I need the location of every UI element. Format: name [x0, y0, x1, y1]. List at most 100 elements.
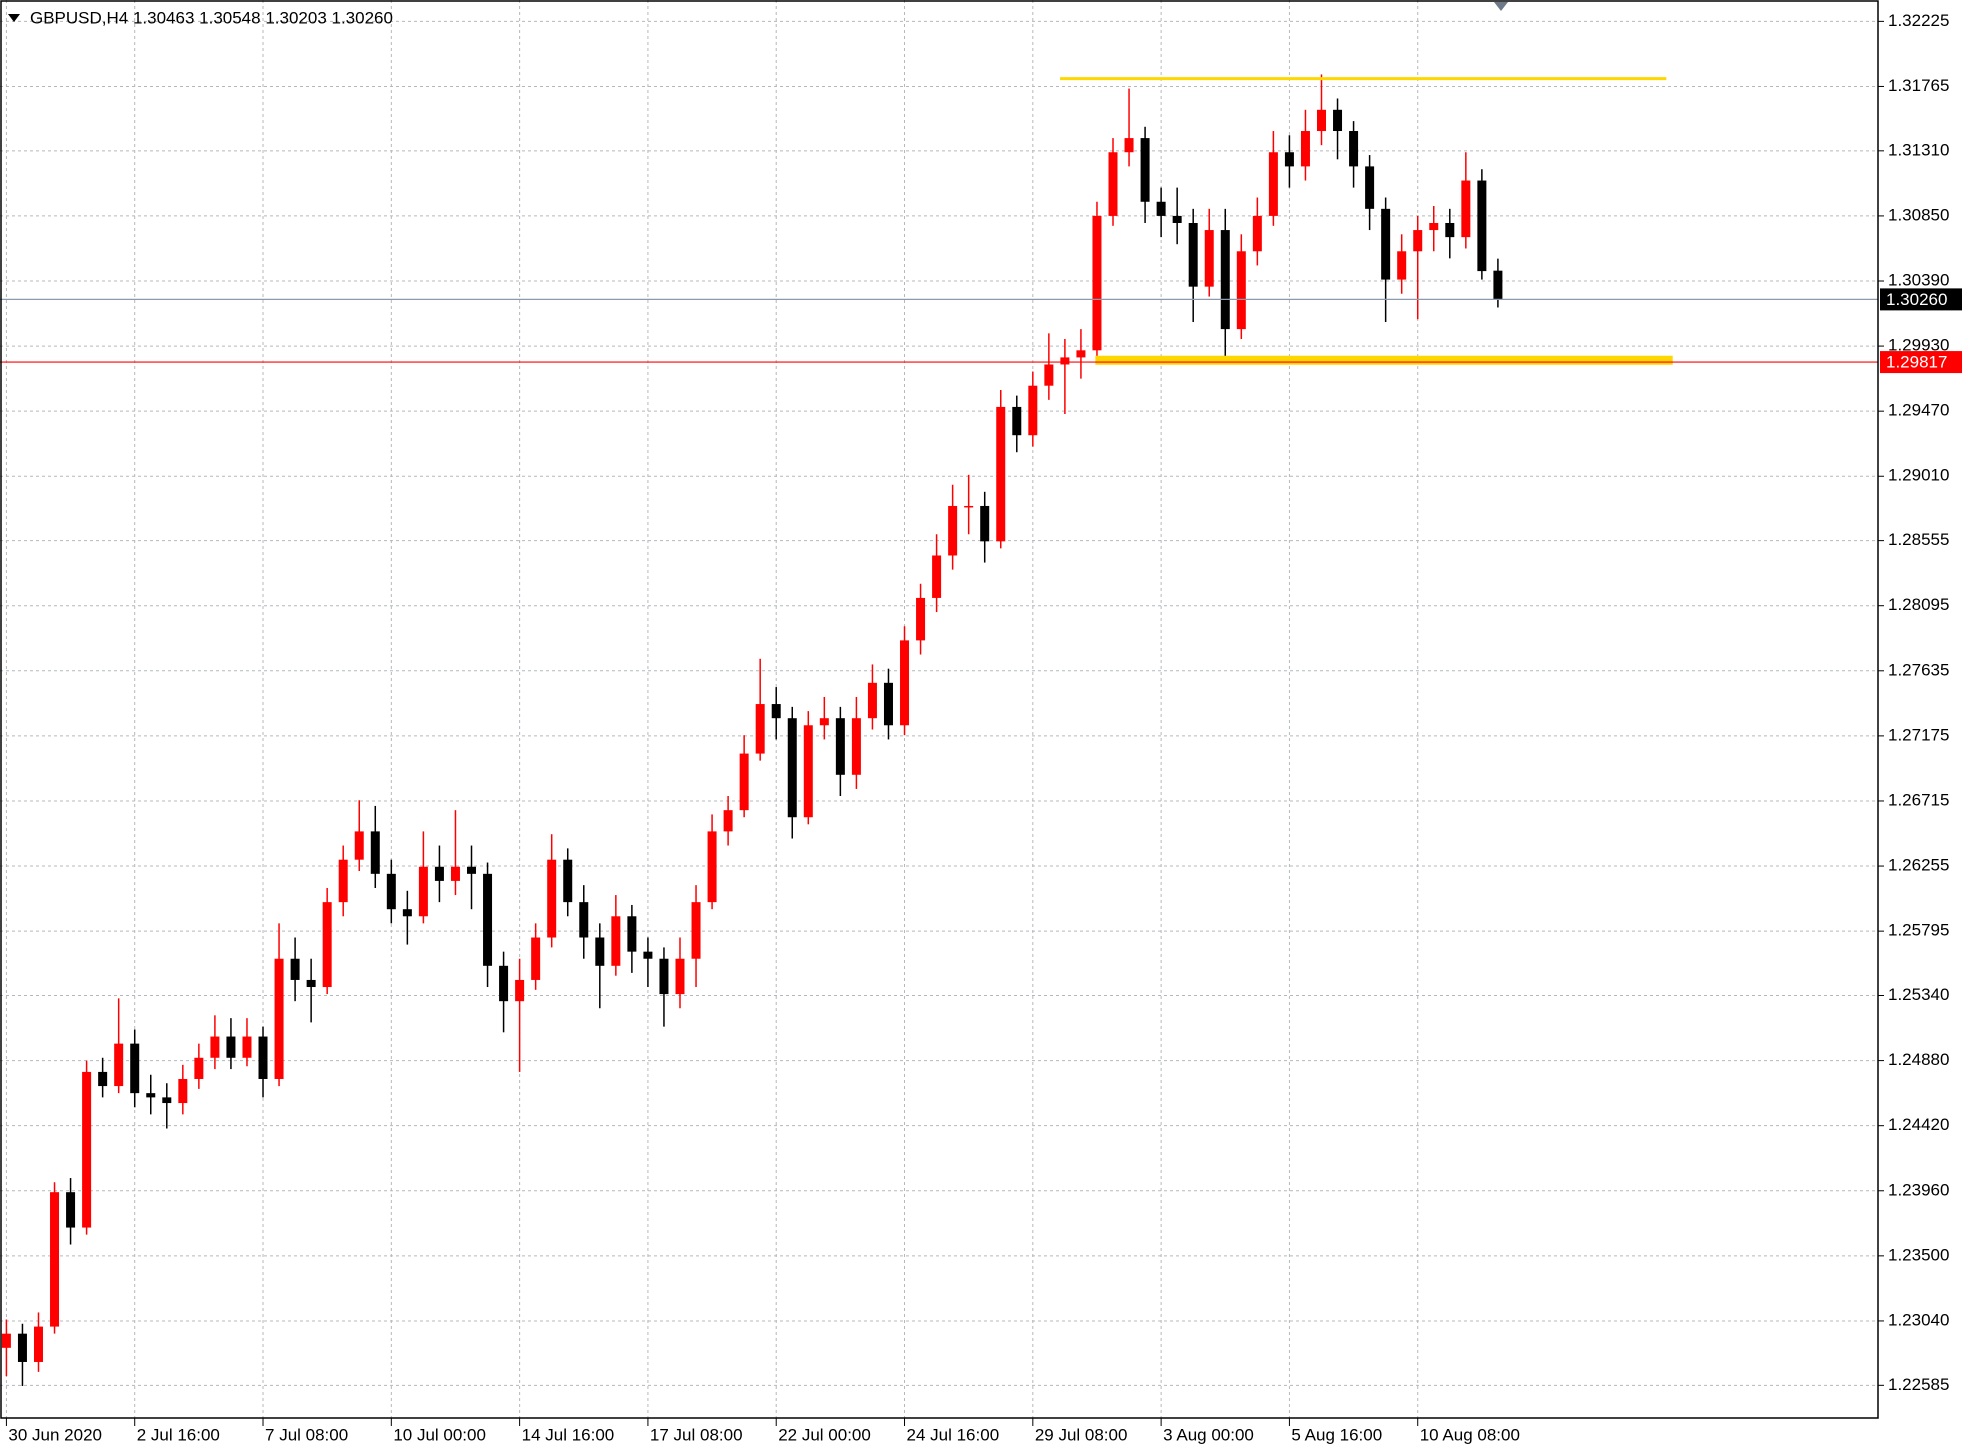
candle-body: [900, 640, 910, 726]
candle-body: [1076, 350, 1086, 358]
shift-marker[interactable]: [1494, 2, 1508, 11]
x-tick-label: 2 Jul 16:00: [137, 1425, 220, 1444]
candle-body: [1124, 138, 1134, 153]
y-tick-label: 1.32225: [1888, 11, 1949, 30]
candle-body: [402, 909, 412, 917]
candle-body: [33, 1326, 43, 1362]
candle-body: [1316, 109, 1326, 132]
candle-body: [1044, 364, 1054, 386]
candle-body: [531, 937, 541, 980]
candle-body: [723, 810, 733, 832]
candle-body: [755, 704, 765, 754]
candle-body: [515, 979, 525, 1002]
y-tick-label: 1.23960: [1888, 1180, 1949, 1199]
candle-body: [98, 1071, 108, 1087]
candle-body: [835, 718, 845, 775]
candle-body: [851, 718, 861, 775]
candle-body: [210, 1036, 220, 1058]
candle-body: [386, 873, 396, 910]
y-tick-label: 1.31310: [1888, 140, 1949, 159]
candle-body: [1236, 251, 1246, 330]
candle-body: [66, 1192, 76, 1228]
candle-body: [17, 1333, 27, 1362]
candle-body: [1284, 152, 1294, 167]
y-tick-label: 1.31765: [1888, 76, 1949, 95]
candle-body: [1140, 138, 1150, 202]
candle-body: [82, 1071, 92, 1228]
candle-body: [1413, 230, 1423, 252]
candle-body: [1300, 131, 1310, 167]
candle-body: [274, 958, 284, 1079]
y-tick-label: 1.27635: [1888, 660, 1949, 679]
candle-body: [370, 831, 380, 874]
candle-body: [338, 859, 348, 903]
candle-body: [771, 704, 781, 719]
x-tick-label: 5 Aug 16:00: [1291, 1425, 1382, 1444]
candle-body: [867, 682, 877, 719]
candle-body: [1172, 215, 1182, 223]
candle-body: [226, 1036, 236, 1058]
plot-frame: [0, 0, 1879, 1419]
candle-body: [787, 718, 797, 818]
x-tick-label: 7 Jul 08:00: [265, 1425, 348, 1444]
candle-body: [643, 951, 653, 959]
candle-body: [1349, 131, 1359, 167]
y-tick-label: 1.26715: [1888, 790, 1949, 809]
y-tick-label: 1.24880: [1888, 1050, 1949, 1069]
price-label: 1.29817: [1886, 353, 1947, 372]
menu-arrow[interactable]: [8, 14, 20, 22]
candle-body: [130, 1043, 140, 1094]
x-tick-label: 10 Jul 00:00: [393, 1425, 486, 1444]
candle-body: [1204, 230, 1214, 287]
candle-body: [1333, 109, 1343, 132]
price-label-box: [1880, 351, 1962, 374]
candle-body: [964, 505, 974, 508]
candle-body: [322, 902, 332, 988]
price-label: 1.30260: [1886, 290, 1947, 309]
candle-body: [691, 902, 701, 959]
candle-body: [1477, 180, 1487, 272]
candle-body: [1012, 406, 1022, 436]
price-label-box: [1880, 288, 1962, 311]
candle-body: [146, 1093, 156, 1098]
candle-body: [563, 859, 573, 903]
y-tick-label: 1.30390: [1888, 270, 1949, 289]
y-tick-label: 1.25795: [1888, 921, 1949, 940]
candle-body: [418, 866, 428, 917]
candle-body: [595, 937, 605, 966]
candle-body: [707, 831, 717, 903]
y-tick-label: 1.28095: [1888, 595, 1949, 614]
candle-body: [178, 1078, 188, 1104]
y-tick-label: 1.22585: [1888, 1375, 1949, 1394]
candle-body: [1092, 215, 1102, 351]
candle-body: [1381, 208, 1391, 280]
candle-body: [932, 555, 942, 598]
y-tick-label: 1.24420: [1888, 1115, 1949, 1134]
candle-body: [675, 958, 685, 995]
y-tick-label: 1.29010: [1888, 466, 1949, 485]
candle-body: [354, 831, 364, 860]
x-tick-label: 24 Jul 16:00: [907, 1425, 1000, 1444]
candle-body: [1365, 166, 1375, 209]
candle-body: [1461, 180, 1471, 238]
candle-body: [980, 505, 990, 542]
candle-body: [1060, 357, 1070, 365]
candle-body: [194, 1057, 204, 1079]
chart-title: GBPUSD,H4 1.30463 1.30548 1.30203 1.3026…: [30, 8, 393, 27]
candle-body: [739, 753, 749, 811]
x-tick-label: 14 Jul 16:00: [522, 1425, 615, 1444]
y-tick-label: 1.27175: [1888, 725, 1949, 744]
candle-body: [1, 1333, 11, 1348]
y-tick-label: 1.29470: [1888, 401, 1949, 420]
candle-body: [948, 505, 958, 556]
candle-body: [467, 866, 477, 874]
y-tick-label: 1.25340: [1888, 985, 1949, 1004]
marks: [0, 74, 1878, 1387]
x-tick-label: 10 Aug 08:00: [1420, 1425, 1520, 1444]
x-tick-label: 3 Aug 00:00: [1163, 1425, 1254, 1444]
candle-body: [499, 965, 509, 1002]
candle-body: [627, 916, 637, 952]
